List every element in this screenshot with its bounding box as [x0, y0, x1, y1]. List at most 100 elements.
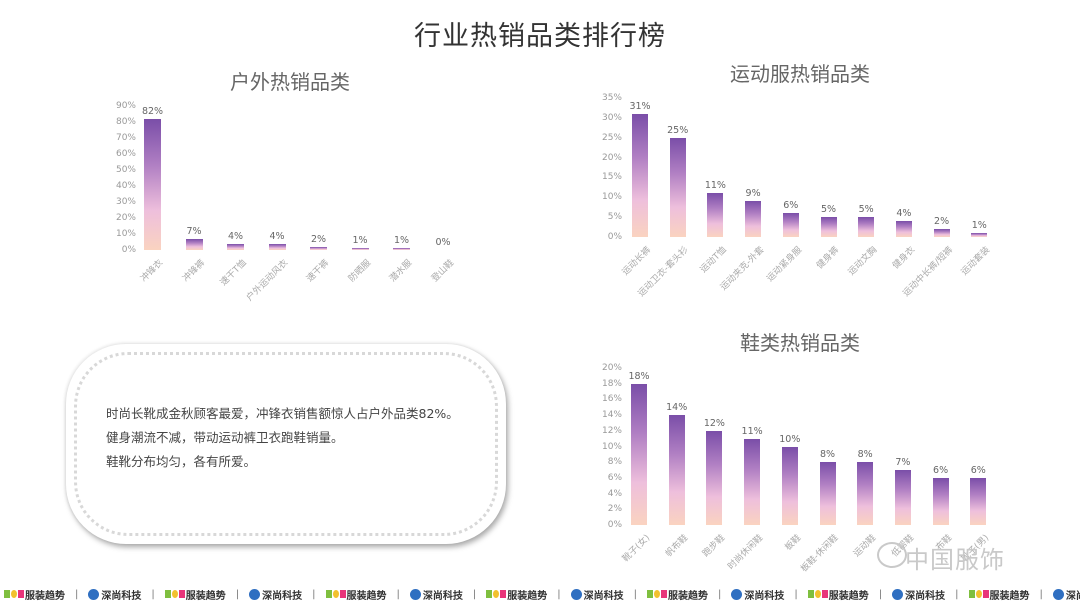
bar-value-label: 8%	[857, 449, 873, 461]
bar	[669, 137, 686, 237]
summary-note-box: 时尚长靴成金秋顾客最爱，冲锋衣销售额惊人占户外品类82%。 健身潮流不减，带动运…	[66, 344, 506, 544]
bar-value-label: 1%	[971, 220, 987, 232]
bar-value-label: 82%	[141, 105, 164, 117]
note-line: 鞋靴分布均匀，各有所爱。	[106, 454, 257, 469]
pop-brand-text: 服装趋势	[989, 590, 1030, 602]
chart-title: 运动服热销品类	[730, 62, 870, 86]
bar-value-label: 4%	[269, 230, 285, 242]
pop-p-icon	[500, 590, 507, 598]
shenshang-brand-logo: 深尚科技	[892, 587, 945, 602]
shenshang-brand-text: 深尚科技	[905, 590, 946, 602]
pop-p-icon	[164, 590, 171, 598]
shenshang-logo-icon	[570, 588, 582, 600]
pop-p-icon	[18, 590, 24, 598]
bar-value-label: 5%	[820, 204, 837, 216]
y-axis-tick: 8%	[607, 457, 622, 468]
bar-value-label: 12%	[703, 417, 725, 429]
separator: |	[794, 588, 798, 600]
outdoor-bar-chart: 户外热销品类 82% 冲锋衣 7% 冲锋裤 4% 速干T恤 4% 户外运动风衣 2% 速干裤 1% 防…	[100, 62, 480, 322]
shenshang-brand-text: 深尚科技	[583, 590, 624, 602]
bar-value-label: 4%	[896, 208, 912, 220]
shenshang-brand-text: 深尚科技	[101, 590, 142, 602]
y-axis-tick: 20%	[601, 363, 622, 373]
bar-value-label: 10%	[779, 433, 801, 445]
bar-value-label: 0%	[435, 237, 451, 248]
x-axis-label: 时尚休闲鞋	[726, 533, 766, 573]
x-axis-label: 运动长裤	[620, 245, 654, 278]
note-line: 健身潮流不减，带动运动裤卫衣跑鞋销量。	[106, 430, 344, 445]
note-line: 时尚长靴成金秋顾客最爱，冲锋衣销售额惊人占户外品类82%。	[106, 406, 459, 421]
summary-text: 时尚长靴成金秋顾客最爱，冲锋衣销售额惊人占户外品类82%。 健身潮流不减，带动运…	[106, 402, 459, 474]
y-axis-tick: 60%	[115, 149, 136, 159]
x-axis-label: 运动文胸	[846, 245, 880, 278]
y-axis-tick: 30%	[115, 197, 136, 207]
pop-brand-logo: 服装趋势	[486, 587, 547, 602]
chat-bubble-icon	[877, 542, 907, 568]
bar-value-label: 31%	[629, 100, 651, 112]
pop-p-icon	[4, 590, 10, 598]
bar	[932, 477, 949, 525]
y-axis-tick: 70%	[115, 133, 136, 143]
bar	[819, 462, 836, 525]
shenshang-brand-logo: 深尚科技	[409, 587, 463, 602]
bar	[393, 248, 410, 250]
y-axis-tick: 40%	[115, 181, 136, 191]
bar	[970, 477, 987, 525]
pop-o-icon	[493, 590, 500, 598]
pop-brand-logo: 服装趋势	[647, 587, 708, 602]
bar-value-label: 18%	[628, 370, 650, 382]
pop-brand-text: 服装趋势	[25, 590, 65, 602]
bar-value-label: 8%	[819, 449, 836, 461]
y-axis-tick: 0%	[607, 232, 622, 242]
shenshang-brand-text: 深尚科技	[262, 590, 303, 602]
bar-value-label: 1%	[393, 235, 410, 246]
shenshang-brand-logo: 深尚科技	[731, 587, 784, 602]
x-axis-label: 板鞋-休闲鞋	[799, 533, 841, 575]
separator: |	[633, 588, 637, 600]
pop-o-icon	[654, 590, 660, 598]
watermark-text: 中国服饰	[905, 546, 1005, 574]
bar	[894, 470, 911, 525]
pop-brand-logo: 服装趋势	[325, 587, 387, 602]
bar-value-label: 1%	[352, 235, 368, 246]
sportswear-bar-chart: 运动服热销品类 31% 运动长裤 25% 运动卫衣-套头衫 11% 运动T恤 9% 运动夹克-…	[590, 56, 1010, 326]
separator: |	[1039, 588, 1043, 600]
pop-o-icon	[171, 590, 178, 598]
separator: |	[878, 588, 883, 600]
shenshang-brand-text: 深尚科技	[422, 590, 463, 602]
y-axis-tick: 10%	[115, 229, 136, 239]
bar-value-label: 5%	[858, 204, 874, 216]
y-axis-tick: 16%	[601, 394, 622, 405]
pop-o-icon	[11, 590, 17, 598]
pop-o-icon	[975, 590, 982, 598]
bar	[971, 233, 988, 237]
y-axis-tick: 35%	[601, 93, 622, 103]
plot-area: 82% 冲锋衣 7% 冲锋裤 4% 速干T恤 4% 户外运动风衣 2% 速干裤 1% 防晒服 1% 潜水服…	[140, 106, 472, 304]
pop-brand-text: 服装趋势	[828, 590, 869, 602]
x-axis-label: 运动T恤	[698, 245, 729, 276]
pop-brand-text: 服装趋势	[507, 590, 548, 602]
x-axis-label: 帆布鞋	[663, 533, 690, 560]
chart-title: 鞋类热销品类	[740, 331, 860, 355]
pop-p-icon	[821, 590, 828, 598]
bar-value-label: 6%	[783, 200, 799, 212]
bar-value-label: 11%	[741, 425, 763, 437]
pop-brand-logo: 服装趋势	[968, 587, 1030, 602]
x-axis-label: 板鞋	[783, 533, 804, 553]
bar	[631, 383, 647, 525]
chart-title: 户外热销品类	[230, 70, 350, 94]
y-axis-tick: 80%	[115, 117, 136, 127]
shenshang-logo-icon	[88, 588, 100, 600]
bar-value-label: 2%	[934, 216, 950, 228]
pop-p-icon	[968, 590, 975, 598]
pop-p-icon	[486, 590, 493, 598]
bar	[227, 243, 244, 250]
y-axis-tick: 4%	[607, 488, 622, 499]
shenshang-logo-icon	[249, 588, 261, 600]
bar	[632, 113, 648, 237]
y-axis-tick: 14%	[601, 410, 622, 421]
pop-p-icon	[647, 590, 653, 598]
pop-o-icon	[814, 590, 821, 598]
separator: |	[312, 588, 316, 600]
shenshang-brand-logo: 深尚科技	[249, 587, 302, 602]
